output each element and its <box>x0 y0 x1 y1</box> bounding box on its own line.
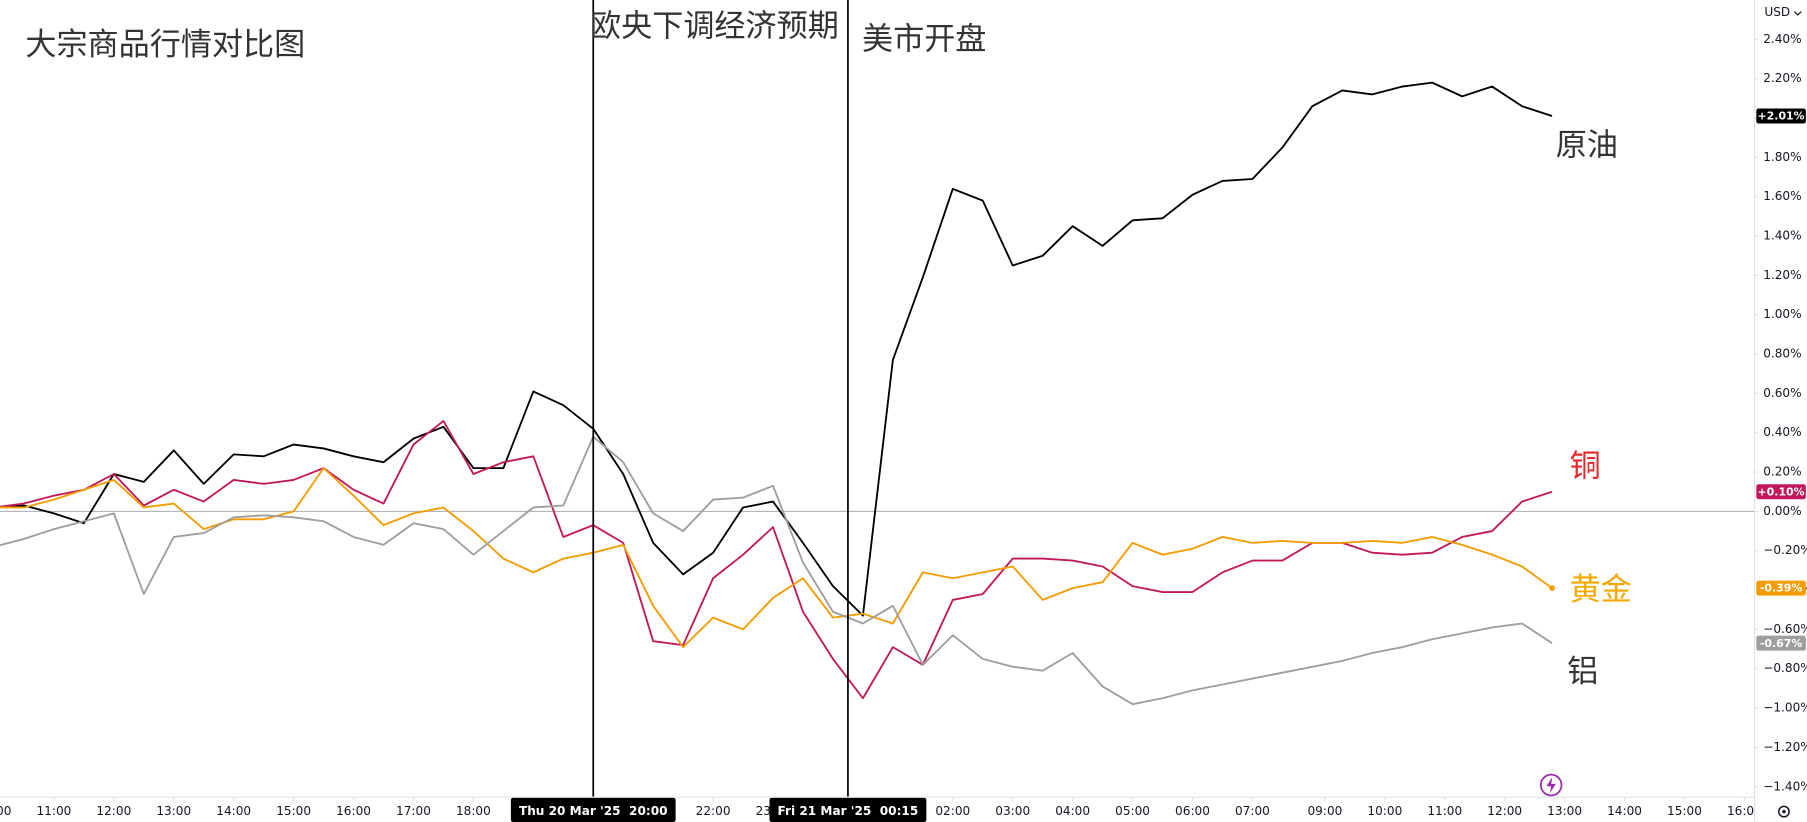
y-tick-label: 0.40% <box>1763 425 1801 439</box>
series-line <box>0 419 1553 700</box>
y-tick-label: −0.80% <box>1763 661 1807 675</box>
x-tick-label: 07:00 <box>1235 804 1270 818</box>
series-line <box>0 467 1553 649</box>
crosshair-tag: Thu 20 Mar '25 20:00 <box>510 797 676 822</box>
crosshair-tag-label: Fri 21 Mar '25 00:15 <box>778 804 919 818</box>
series-name: 原油 <box>1556 128 1618 164</box>
y-tick-label: 0.20% <box>1763 465 1801 479</box>
last-value-label: -0.39% <box>1760 582 1802 595</box>
series-name: 铝 <box>1567 654 1598 690</box>
y-tick-label: 0.00% <box>1763 504 1801 518</box>
annotation: 美市开盘 <box>862 21 986 57</box>
x-tick-label: 09:00 <box>1307 804 1342 818</box>
x-tick-label: 17:00 <box>396 804 431 818</box>
x-tick-label: 04:00 <box>1055 804 1090 818</box>
series-name: 铜 <box>1570 449 1601 485</box>
x-tick-label: 16:00 <box>336 804 371 818</box>
x-tick-label: 14:00 <box>216 804 251 818</box>
y-tick-label: 2.20% <box>1763 71 1801 85</box>
y-tick-label: 1.80% <box>1763 150 1801 164</box>
chart-title: 大宗商品行情对比图 <box>25 27 305 63</box>
x-tick-label: 12:00 <box>1487 804 1522 818</box>
x-tick-label: 12:00 <box>96 804 131 818</box>
y-tick-label: −0.20% <box>1763 543 1807 557</box>
y-tick-label: 1.20% <box>1763 268 1801 282</box>
crosshair-tag-bg <box>510 797 676 822</box>
x-tick-label: 14:00 <box>1607 804 1642 818</box>
currency-label[interactable]: USD <box>1764 5 1790 19</box>
x-tick-label: 11:00 <box>1427 804 1462 818</box>
series-name: 黄金 <box>1570 572 1632 608</box>
y-tick-label: −0.60% <box>1763 622 1807 636</box>
y-tick-label: 0.60% <box>1763 386 1801 400</box>
y-tick-label: −1.20% <box>1763 740 1807 754</box>
x-tick-label: 16:00 <box>1727 804 1762 818</box>
settings-icon[interactable] <box>1778 805 1790 818</box>
series-line <box>0 81 1553 617</box>
crosshair-tag-bg <box>769 797 927 822</box>
last-value-tag <box>1756 108 1806 124</box>
x-tick-label: 18:00 <box>456 804 491 818</box>
x-axis: 10:00 11:00 12:00 13:00 14:00 15:00 16:00 17:00… <box>0 796 1762 818</box>
x-tick-label: 06:00 <box>1175 804 1210 818</box>
x-tick-label: 13:00 <box>1547 804 1582 818</box>
y-tick-label: −1.00% <box>1763 701 1807 715</box>
x-tick-label: 02:00 <box>935 804 970 818</box>
last-value-tag <box>1756 635 1806 651</box>
y-tick-label: 2.40% <box>1763 32 1801 46</box>
currency-chevron[interactable] <box>1793 11 1802 16</box>
last-value-label: -0.67% <box>1760 637 1802 650</box>
last-value-label: +2.01% <box>1758 110 1805 123</box>
y-tick-label: 1.40% <box>1763 229 1801 243</box>
series-line <box>0 435 1553 706</box>
x-tick-label: 15:00 <box>1667 804 1702 818</box>
annotation: 欧央下调经济预期 <box>590 9 839 45</box>
overlay: Thu 20 Mar '25 20:00 Fri 21 Mar '25 00:15 <box>510 0 927 822</box>
y-tick-label: 1.60% <box>1763 189 1801 203</box>
y-tick-label: −1.40% <box>1763 779 1807 793</box>
x-tick-label: 22:00 <box>696 804 731 818</box>
last-value-tag <box>1756 484 1806 500</box>
x-tick-label: 10:00 <box>0 804 11 818</box>
last-value-tag <box>1756 580 1806 596</box>
last-point <box>1549 585 1555 591</box>
plot-area <box>0 81 1754 706</box>
last-value-label: +0.10% <box>1758 485 1805 498</box>
x-tick-label: 03:00 <box>995 804 1030 818</box>
x-tick-label: 05:00 <box>1115 804 1150 818</box>
x-tick-label: 15:00 <box>276 804 311 818</box>
x-tick-label: 13:00 <box>156 804 191 818</box>
y-tick-label: 0.80% <box>1763 347 1801 361</box>
y-tick-label: 1.00% <box>1763 307 1801 321</box>
crosshair-tag-label: Thu 20 Mar '25 20:00 <box>519 804 668 818</box>
crosshair-tag: Fri 21 Mar '25 00:15 <box>769 797 927 822</box>
x-tick-label: 11:00 <box>36 804 71 818</box>
x-tick-label: 10:00 <box>1367 804 1402 818</box>
alert-icon[interactable] <box>1539 773 1563 797</box>
